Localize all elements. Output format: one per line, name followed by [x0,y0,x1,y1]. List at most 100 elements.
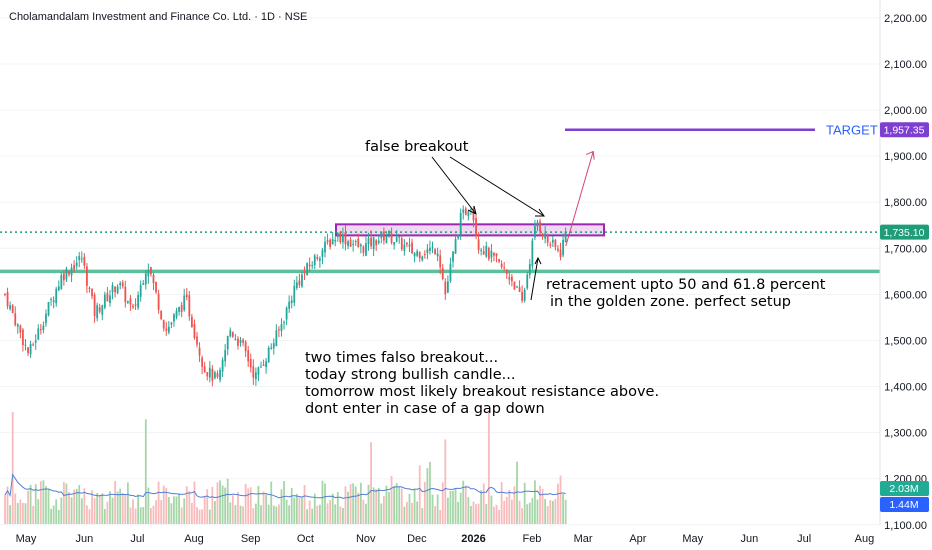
volume-bar [6,486,9,524]
candle-body [242,339,244,343]
volume-bar [426,468,429,524]
volume-bar [162,485,165,524]
candle-body [480,250,483,252]
candle-body [441,268,444,280]
y-tick-label: 2,100.00 [884,59,927,71]
candle-body [267,347,270,363]
candle-body [339,232,342,243]
candle-body [370,237,372,247]
volume-bar [270,481,273,524]
volume-bar [467,497,470,524]
candle-body [55,288,58,304]
candle-body [367,238,370,245]
candle-body [257,367,260,375]
volume-bar [385,485,388,524]
volume-bar [413,488,416,524]
volume-bar [390,475,393,524]
candle-body [231,332,234,337]
volume-bar [539,485,541,524]
candle-body [211,368,214,381]
volume-bar [193,481,196,524]
volume-bar [180,507,183,524]
candle-body [152,275,155,284]
volume-bar [224,487,227,524]
x-tick-label: May [682,533,703,545]
candle-body [513,281,516,290]
note-line3: tomorrow most likely breakout resistance… [305,384,659,400]
volume-bar [528,502,531,524]
candle-body [262,364,265,366]
volume-bar [272,505,275,524]
volume-bar [116,491,119,524]
volume-bar [91,490,93,524]
candle-body [103,294,106,308]
candle-body [22,329,24,346]
candle-body [155,281,157,293]
candle-body [311,265,314,267]
volume-bar [554,498,557,524]
volume-bar [142,507,145,524]
candle-body [559,249,562,258]
candle-body [334,239,337,242]
volume-bar [267,504,270,524]
volume-bar [516,461,518,524]
volume-bar [4,494,6,524]
candle-body [546,235,549,243]
candle-body [318,258,321,261]
volume-bar [32,506,35,524]
candle-body [116,286,119,294]
candle-body [98,307,101,312]
y-tick-label: 1,600.00 [884,289,927,301]
candle-body [216,373,219,377]
candle-body [244,341,247,352]
volume-bar [244,483,247,524]
candle-body [224,350,227,362]
volume-bar [513,486,516,524]
volume-bar [536,499,539,524]
volume-bar [434,506,436,524]
x-tick-label: May [16,533,37,545]
volume-bar [221,485,224,524]
candle-body [357,238,360,248]
volume-bar [165,487,168,524]
volume-bar [293,497,296,524]
volume-bar [201,509,204,524]
volume-bar [557,483,559,524]
candle-body [347,241,349,247]
candle-body [91,288,93,297]
volume-bar [503,500,506,524]
candle-body [16,324,19,327]
volume-bar [339,506,342,524]
resistance-zone-box[interactable] [335,223,605,237]
volume-bar [183,498,186,524]
time-axis[interactable]: May Jun Jul Aug Sep Oct Nov Dec 2026 Feb Mar Apr May… [16,533,875,545]
volume-bar [226,478,229,524]
volume-bar [83,488,86,524]
candle-body [562,239,564,256]
candle-body [34,340,37,343]
candle-body [121,282,124,287]
candle-body [388,230,390,235]
volume-bar [393,485,396,524]
x-tick-label: Jun [740,533,758,545]
volume-bar [157,481,160,524]
candle-body [534,225,536,238]
volume-bar [242,506,244,524]
candle-body [14,313,17,326]
y-tick-label: 1,500.00 [884,335,927,347]
candle-body [475,218,477,237]
candle-body [290,300,293,304]
volume-bar [457,501,460,524]
price-axis[interactable]: 2,200.00 2,100.00 2,000.00 1,900.00 1,800.00… [884,13,927,532]
candle-body [342,234,344,243]
candle-body [270,347,273,350]
candle-body [403,244,406,251]
volume-bar [283,480,285,524]
volume-bar [211,486,214,524]
candle-body [234,339,237,341]
volume-bar [429,461,431,524]
candle-body [395,237,398,242]
volume-bar [521,508,524,524]
y-tick-label: 2,200.00 [884,13,927,25]
